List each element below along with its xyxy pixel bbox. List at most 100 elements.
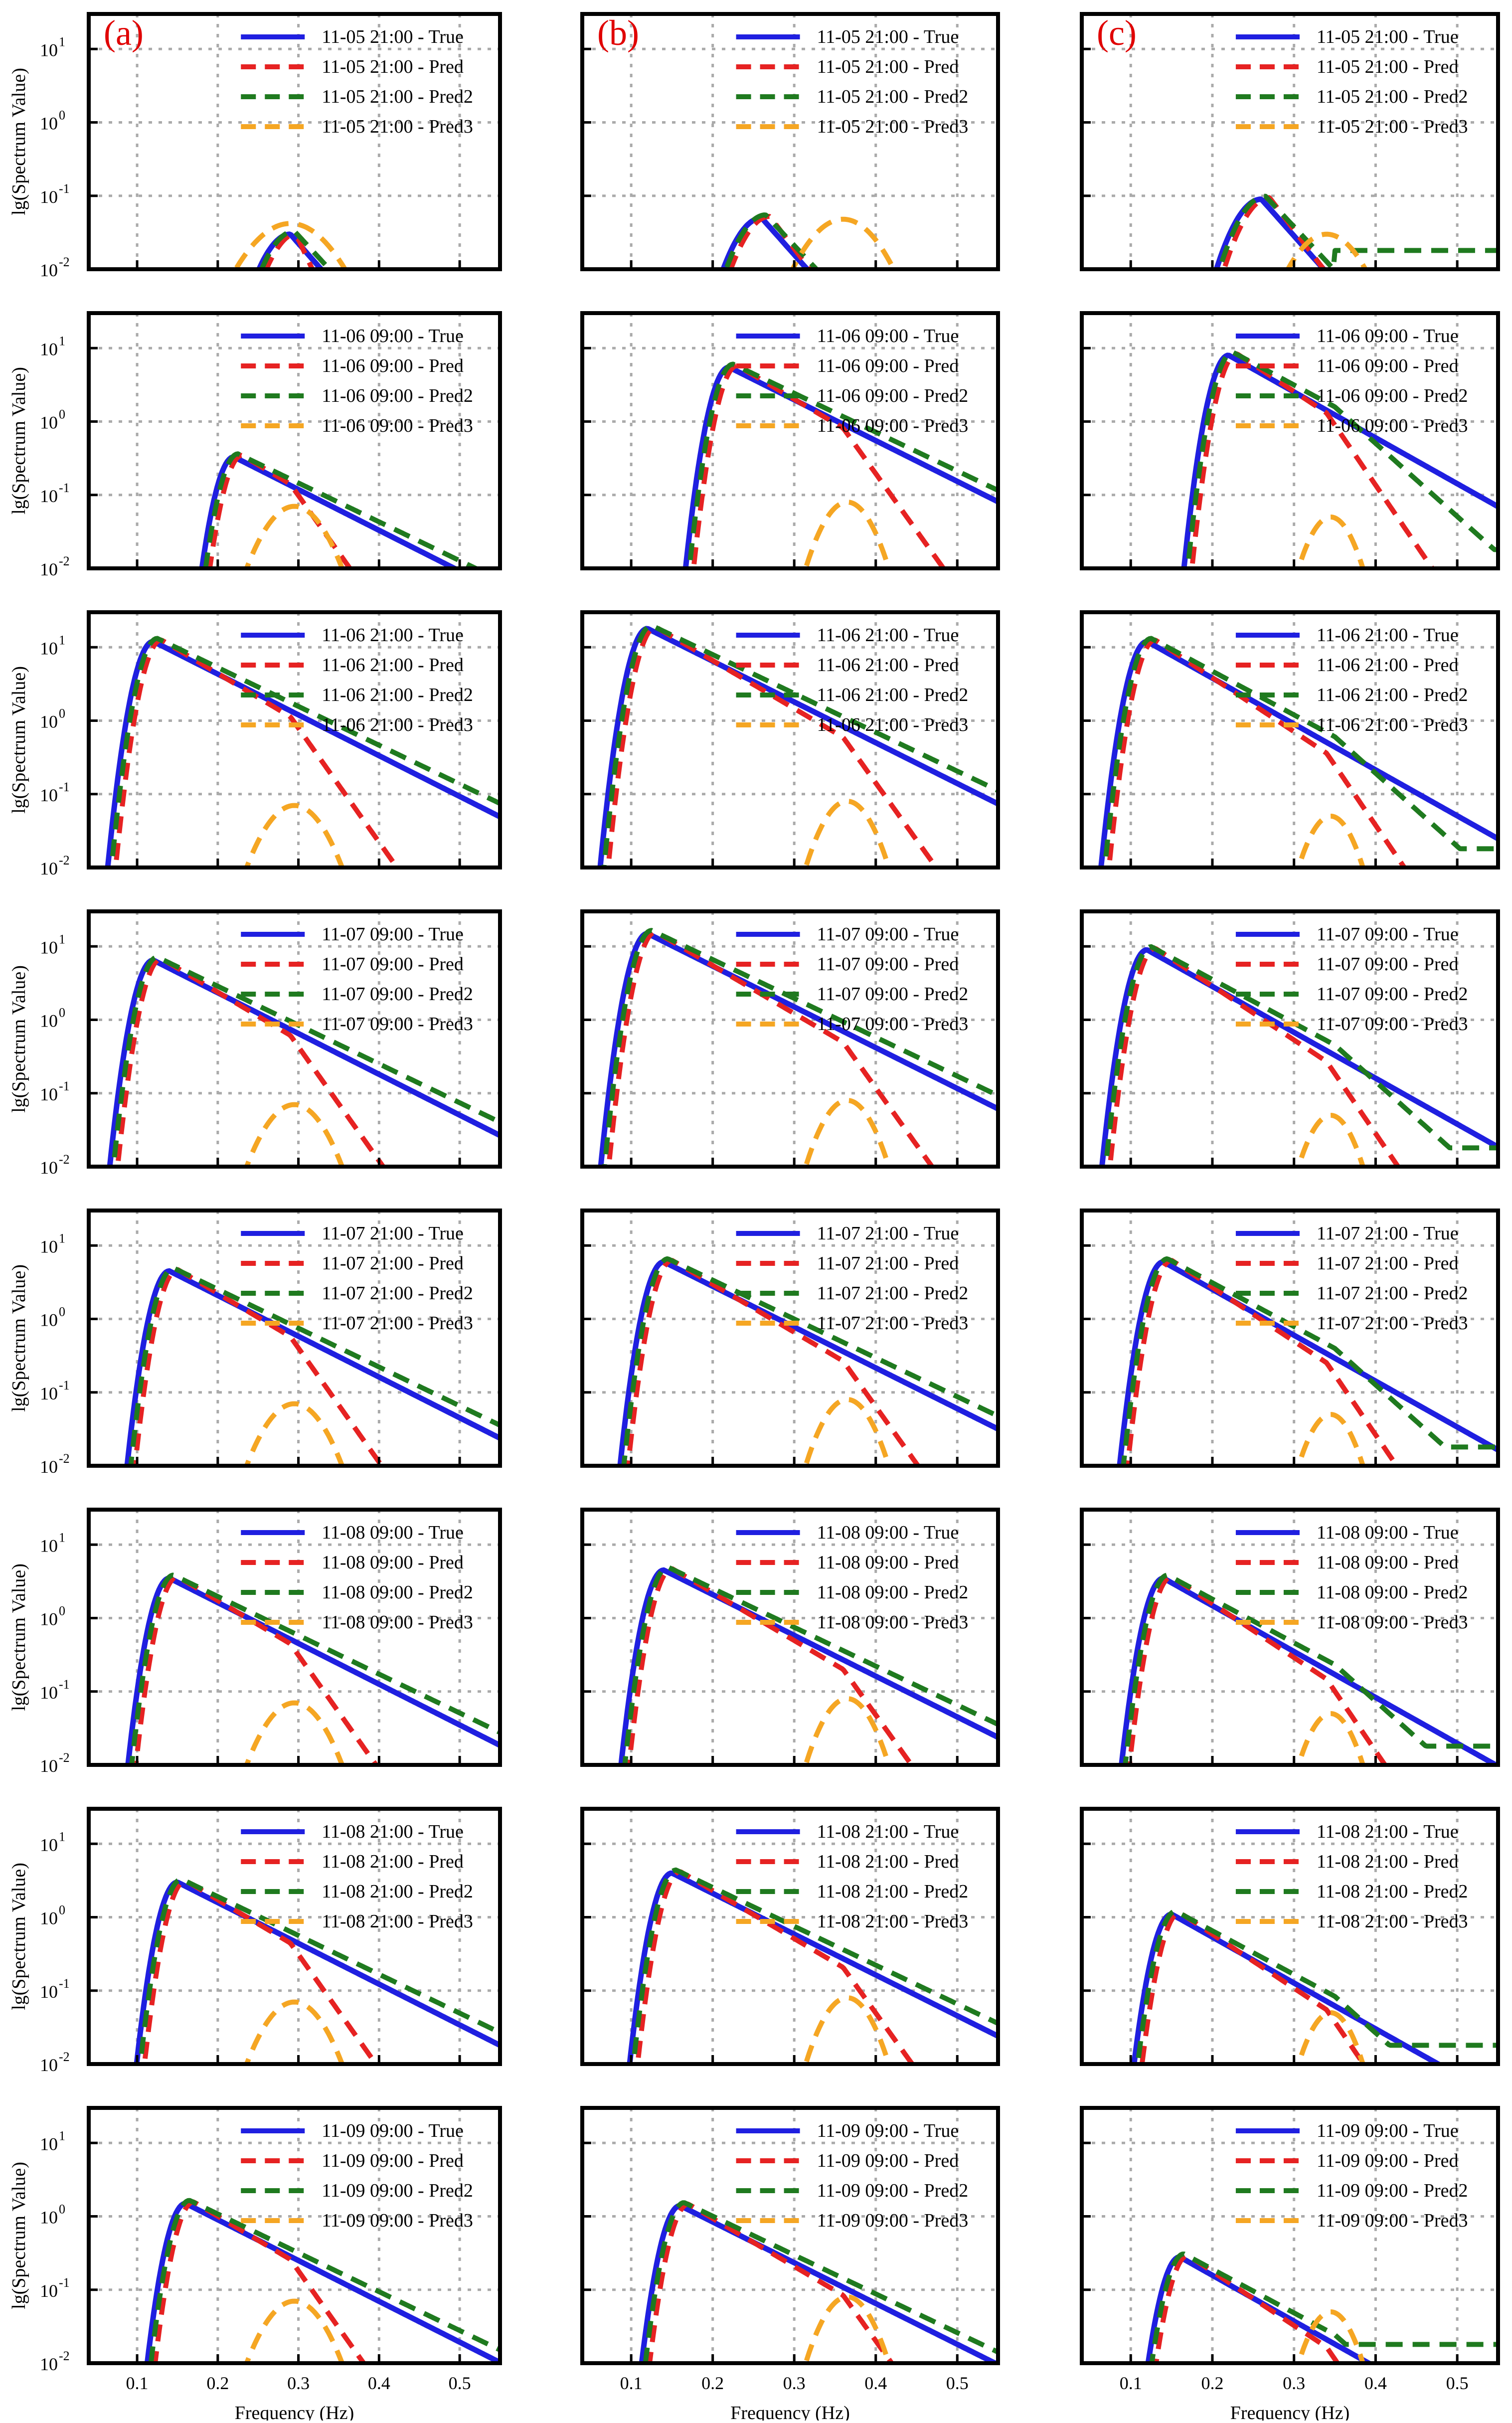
axes-frame [580, 610, 1000, 869]
legend-label: 11-07 09:00 - Pred3 [817, 1014, 969, 1035]
series-line-pred2 [109, 636, 500, 867]
x-tick-label: 0.2 [206, 2373, 229, 2393]
legend-label: 11-07 09:00 - True [322, 924, 464, 945]
series-line-pred [1127, 1574, 1388, 1765]
panel-label: (a) [104, 13, 144, 53]
y-tick-label: 10 [40, 1236, 58, 1256]
x-axis-label: Frequency (Hz) [730, 2403, 850, 2421]
series-line-pred3 [790, 216, 897, 269]
series-line-true [1117, 1259, 1498, 1466]
legend-label: 11-06 21:00 - Pred3 [817, 714, 969, 735]
y-tick-exponent: -1 [59, 1976, 70, 1991]
y-tick-label: 10 [40, 1310, 58, 1330]
legend-label: 11-07 09:00 - Pred3 [322, 1014, 473, 1035]
series-group [1099, 944, 1498, 1167]
panel-r2-c3: 11-06 09:00 - True 11-06 09:00 - Pred 11-0… [1080, 311, 1500, 570]
legend-label: 11-08 09:00 - Pred3 [322, 1612, 473, 1633]
legend-label: 11-07 21:00 - True [1317, 1223, 1459, 1244]
x-tick-label: 0.4 [1364, 2373, 1387, 2393]
series-line-true [1213, 196, 1328, 269]
series-line-pred2 [601, 623, 998, 867]
series-line-pred2 [148, 2198, 500, 2363]
series-line-pred [132, 1267, 385, 1466]
y-axis-label: lg(Spectrum Value) [8, 68, 29, 215]
y-axis-label: lg(Spectrum Value) [8, 1264, 29, 1412]
series-line-true [597, 626, 998, 867]
x-tick-label: 0.4 [864, 2373, 887, 2393]
series-line-pred2 [1123, 1572, 1498, 1765]
legend-label: 11-09 09:00 - Pred3 [322, 2210, 473, 2231]
axes-frame [580, 2106, 1000, 2365]
x-tick-label: 0.5 [449, 2373, 471, 2393]
legend-label: 11-08 09:00 - Pred3 [1317, 1612, 1468, 1633]
legend-label: 11-06 09:00 - Pred2 [322, 385, 473, 406]
legend-label: 11-06 21:00 - Pred [1317, 655, 1459, 676]
legend-label: 11-07 21:00 - Pred [322, 1253, 464, 1274]
y-tick-label: 10 [40, 1084, 58, 1104]
y-tick-exponent: 1 [59, 1530, 65, 1545]
series-line-pred [1106, 637, 1408, 867]
series-group [134, 1877, 500, 2064]
legend-label: 11-08 21:00 - Pred3 [322, 1911, 473, 1932]
series-line-pred [1189, 351, 1436, 568]
legend-label: 11-07 21:00 - Pred2 [322, 1283, 473, 1304]
axes-frame [87, 610, 502, 869]
legend-label: 11-05 21:00 - Pred3 [817, 116, 969, 137]
y-tick-label: 10 [40, 2354, 58, 2374]
series-line-pred3 [1296, 1412, 1366, 1466]
series-line-true [1145, 2254, 1374, 2363]
legend-label: 11-08 21:00 - Pred2 [322, 1881, 473, 1902]
x-tick-label: 0.1 [1120, 2373, 1142, 2393]
legend-label: 11-07 21:00 - True [322, 1223, 464, 1244]
legend-label: 11-07 09:00 - True [817, 924, 959, 945]
legend-label: 11-06 09:00 - Pred3 [1317, 415, 1468, 436]
legend-label: 11-09 09:00 - Pred [817, 2150, 959, 2171]
x-tick-label: 0.5 [946, 2373, 969, 2393]
legend-label: 11-05 21:00 - Pred2 [1317, 86, 1468, 107]
y-tick-exponent: -2 [59, 1750, 70, 1765]
y-tick-exponent: 0 [59, 1903, 65, 1917]
legend-label: 11-07 21:00 - Pred [1317, 1253, 1459, 1274]
axes-frame [87, 311, 502, 570]
legend-label: 11-07 21:00 - Pred2 [1317, 1283, 1468, 1304]
y-tick-exponent: -1 [59, 1677, 70, 1692]
legend-label: 11-06 21:00 - Pred2 [322, 685, 473, 705]
series-line-true [124, 1268, 500, 1466]
legend-label: 11-05 21:00 - Pred [1317, 56, 1459, 77]
series-line-pred [113, 637, 400, 867]
y-tick-exponent: 1 [59, 1231, 65, 1245]
series-line-pred3 [803, 799, 892, 867]
y-tick-label: 10 [40, 1908, 58, 1928]
series-group [1213, 193, 1498, 269]
legend-label: 11-09 09:00 - True [1317, 2120, 1459, 2141]
y-tick-label: 10 [40, 712, 58, 732]
legend-label: 11-07 21:00 - Pred3 [817, 1313, 969, 1334]
y-tick-label: 10 [40, 2281, 58, 2301]
series-group [124, 1265, 500, 1466]
series-line-pred2 [1135, 1908, 1498, 2064]
legend-label: 11-09 09:00 - True [322, 2120, 464, 2141]
series-line-pred3 [803, 1098, 892, 1167]
legend-label: 11-09 09:00 - Pred2 [322, 2180, 473, 2201]
y-tick-exponent: 1 [59, 1829, 65, 1844]
series-line-pred3 [244, 803, 345, 867]
series-line-true [125, 1575, 500, 1765]
panel-r6-c3: 11-08 09:00 - True 11-08 09:00 - Pred 11-0… [1080, 1508, 1500, 1767]
series-group [1145, 2251, 1498, 2363]
x-tick-label: 0.5 [1446, 2373, 1469, 2393]
legend-label: 11-06 21:00 - Pred [817, 655, 959, 676]
axes-frame [1080, 2106, 1500, 2365]
legend-label: 11-06 09:00 - Pred3 [322, 415, 473, 436]
series-line-pred2 [1149, 2251, 1498, 2363]
y-tick-exponent: 1 [59, 2128, 65, 2143]
y-tick-exponent: 1 [59, 932, 65, 946]
legend-label: 11-07 09:00 - Pred [817, 954, 959, 975]
series-group [144, 2198, 500, 2363]
legend-label: 11-06 21:00 - Pred2 [817, 685, 969, 705]
legend-label: 11-06 21:00 - Pred2 [1317, 685, 1468, 705]
